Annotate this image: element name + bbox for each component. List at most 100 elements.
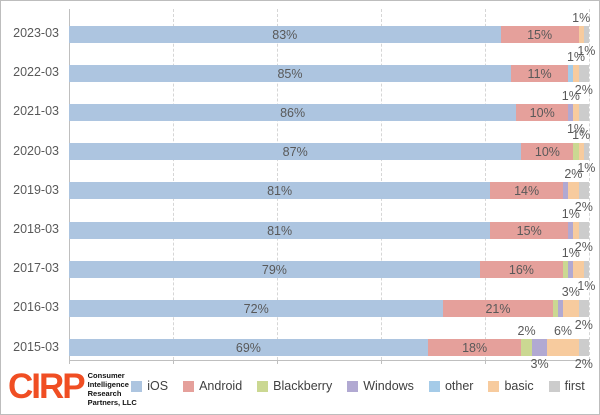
bar-segment-windows: [531, 339, 548, 356]
bar-value-label: 81%: [267, 183, 293, 198]
callout-label: 2%: [564, 167, 583, 181]
bar-segment-first: [583, 261, 589, 278]
legend-swatch-icon: [131, 380, 143, 392]
category-label: 2019-03: [13, 183, 59, 197]
legend-label: basic: [504, 379, 534, 393]
bar-value-label: 81%: [267, 223, 293, 238]
bar-segment-basic: [573, 261, 584, 278]
callout-label: 1%: [572, 11, 591, 25]
bar-value-label: 16%: [508, 262, 534, 277]
bar-row: 86% 10%: [69, 104, 589, 121]
bar-segment-windows: [568, 261, 574, 278]
bar-value-label: 83%: [272, 27, 298, 42]
callout-label: 2%: [574, 240, 593, 254]
callout-label: 2%: [574, 83, 593, 97]
bar-row: 83% 15%: [69, 26, 589, 43]
bar-segment-first: [578, 65, 589, 82]
bar-value-label: 79%: [261, 262, 287, 277]
bar-value-label: 15%: [527, 27, 553, 42]
company-name: Consumer Intelligence Research Partners,…: [88, 367, 137, 407]
bar-segment-ios: 69%: [69, 339, 428, 356]
bar-segment-basic: [562, 300, 579, 317]
bar-value-label: 86%: [280, 105, 306, 120]
legend-label: other: [444, 379, 474, 393]
bar-segment-first: [578, 104, 589, 121]
cirp-logo-mark: CIRP: [8, 367, 86, 406]
bar-value-label: 85%: [277, 66, 303, 81]
bar-segment-windows: [562, 182, 569, 199]
callout-label: 2%: [574, 357, 593, 371]
bar-segment-android: 16%: [479, 261, 563, 278]
bar-value-label: 15%: [516, 223, 542, 238]
bar-segment-windows: [568, 104, 574, 121]
bar-segment-first: [583, 26, 589, 43]
legend-swatch-icon: [548, 380, 560, 392]
category-label: 2017-03: [13, 261, 59, 275]
callout-label: 1%: [566, 50, 586, 64]
callout-label: 3%: [561, 285, 580, 299]
bar-row: 72% 21%: [69, 300, 589, 317]
company-name-line: Research: [87, 389, 122, 398]
legend-label: Windows: [363, 379, 414, 393]
legend-item-blackberry: Blackberry: [257, 379, 332, 393]
gridline: [589, 9, 590, 360]
callout-label: 1%: [577, 161, 596, 175]
bar-segment-ios: 81%: [69, 182, 491, 199]
bar-segment-android: 10%: [516, 104, 569, 121]
callout-label: 1%: [561, 207, 580, 221]
bar-segment-first: [583, 143, 589, 160]
company-name-line: Partners, LLC: [87, 398, 137, 407]
bar-segment-windows: [557, 300, 563, 317]
bar-segment-other: [568, 65, 574, 82]
bar-segment-android: 14%: [490, 182, 563, 199]
legend-item-basic: basic: [488, 379, 534, 393]
callout-label: 2%: [574, 200, 593, 214]
legend-item-first: first: [548, 379, 585, 393]
bar-segment-basic: [573, 104, 579, 121]
bar-segment-blackberry: [521, 339, 532, 356]
legend-label: first: [564, 379, 585, 393]
bar-value-label: 72%: [243, 301, 269, 316]
bar-segment-ios: 87%: [69, 143, 522, 160]
category-label: 2023-03: [13, 26, 59, 40]
legend-item-ios: iOS: [131, 379, 168, 393]
bar-segment-basic: [573, 65, 579, 82]
callout-label: 1%: [577, 44, 596, 58]
bar-value-label: 21%: [485, 301, 511, 316]
company-name-line: Intelligence: [87, 380, 129, 389]
legend-swatch-icon: [488, 380, 500, 392]
callout-label: 6%: [553, 324, 573, 338]
bar-segment-first: [578, 300, 589, 317]
category-label: 2021-03: [13, 104, 59, 118]
bar-row: 79% 16%: [69, 261, 589, 278]
bar-value-label: 69%: [235, 340, 261, 355]
bar-segment-android: 15%: [490, 222, 569, 239]
bar-segment-first: [578, 339, 589, 356]
bar-row: 81% 14%: [69, 182, 589, 199]
category-label: 2015-03: [13, 340, 59, 354]
cirp-logo: CIRP Consumer Intelligence Research Part…: [8, 367, 137, 407]
callout-label: 1%: [561, 246, 580, 260]
bar-segment-first: [578, 222, 589, 239]
legend-label: Android: [199, 379, 243, 393]
bar-segment-android: 21%: [443, 300, 553, 317]
callout-label: 1%: [572, 128, 591, 142]
bar-segment-blackberry: [552, 300, 558, 317]
bar-segment-basic: [568, 182, 579, 199]
legend-label: iOS: [147, 379, 169, 393]
bar-row: 81% 15%: [69, 222, 589, 239]
category-label: 2016-03: [13, 300, 59, 314]
x-axis-line: [69, 360, 589, 361]
callout-label: 1%: [561, 89, 580, 103]
bar-segment-ios: 81%: [69, 222, 491, 239]
bar-row: 87% 10%: [69, 143, 589, 160]
bar-segment-basic: [573, 222, 579, 239]
bar-segment-ios: 85%: [69, 65, 511, 82]
bar-segment-basic: [547, 339, 579, 356]
bar-value-label: 10%: [534, 144, 560, 159]
bar-segment-ios: 86%: [69, 104, 517, 121]
bar-value-label: 11%: [527, 66, 552, 81]
callout-label: 2%: [517, 324, 536, 338]
